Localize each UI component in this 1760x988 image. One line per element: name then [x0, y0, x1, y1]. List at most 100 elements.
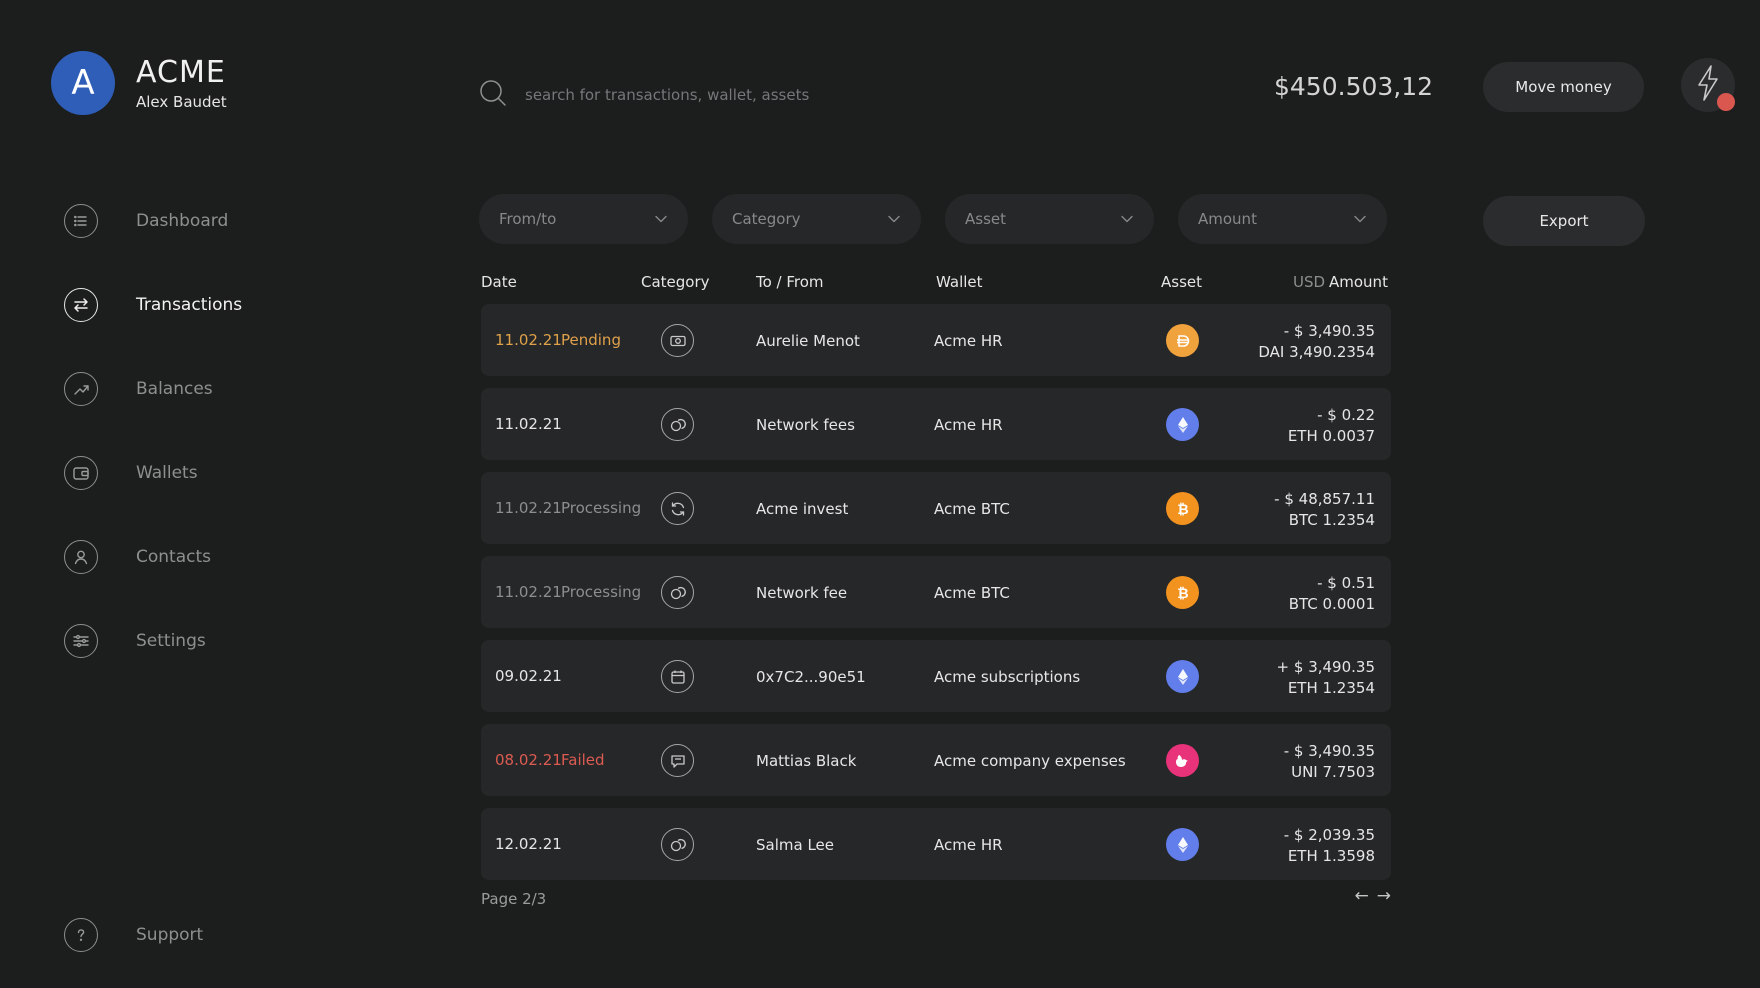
amount-usd: - $ 48,857.11 [1274, 490, 1375, 508]
filter-label: Amount [1198, 210, 1257, 228]
move-money-button[interactable]: Move money [1483, 62, 1644, 112]
filter-amount[interactable]: Amount [1178, 194, 1387, 244]
table-row[interactable]: 09.02.21 0x7C2...90e51 Acme subscriptions +… [481, 640, 1391, 712]
amount-cell: - $ 48,857.11 BTC 1.2354 [1274, 489, 1375, 531]
wallet-name: Acme company expenses [934, 752, 1126, 770]
wallet-name: Acme HR [934, 332, 1003, 350]
transaction-date: 11.02.21 [495, 415, 562, 433]
search-input[interactable] [525, 86, 1065, 104]
amount-usd: + $ 3,490.35 [1276, 658, 1375, 676]
svg-text:₿: ₿ [1177, 586, 1188, 602]
filter-from-to[interactable]: From/to [479, 194, 688, 244]
transaction-date: 09.02.21 [495, 667, 562, 685]
sidebar-item-contacts[interactable]: Contacts [64, 515, 242, 599]
eth-coin-icon [1166, 660, 1199, 693]
sidebar-item-dashboard[interactable]: Dashboard [64, 179, 242, 263]
sliders-icon [64, 624, 98, 658]
counterparty: Acme invest [756, 500, 849, 518]
dai-coin-icon [1166, 324, 1199, 357]
table-row[interactable]: 12.02.21 Salma Lee Acme HR - $ 2,039.35 ETH … [481, 808, 1391, 880]
counterparty: Network fee [756, 584, 848, 602]
wallet-name: Acme HR [934, 416, 1003, 434]
table-row[interactable]: 11.02.21 Processing Acme invest Acme BTC ₿ - … [481, 472, 1391, 544]
column-header-category[interactable]: Category [641, 273, 710, 291]
sidebar-item-label: Contacts [136, 547, 211, 567]
counterparty: Network fees [756, 416, 855, 434]
table-row[interactable]: 08.02.21 Failed Mattias Black Acme company … [481, 724, 1391, 796]
wallet-name: Acme BTC [934, 584, 1010, 602]
refresh-icon[interactable] [661, 492, 694, 525]
amount-crypto: ETH 0.0037 [1287, 427, 1375, 445]
user-icon [64, 540, 98, 574]
user-name: Alex Baudet [136, 92, 227, 111]
wallet-icon [64, 456, 98, 490]
counterparty: 0x7C2...90e51 [756, 668, 866, 686]
amount-cell: - $ 3,490.35 UNI 7.7503 [1284, 741, 1375, 783]
total-balance: $450.503,12 [1274, 72, 1434, 101]
status-label: Processing [561, 499, 642, 517]
brand: A ACME Alex Baudet [51, 51, 227, 115]
calendar-icon[interactable] [661, 660, 694, 693]
wallet-name: Acme subscriptions [934, 668, 1081, 686]
filter-label: From/to [499, 210, 557, 228]
filter-asset[interactable]: Asset [945, 194, 1154, 244]
filter-bar: From/to Category Asset Amount [479, 194, 1387, 244]
transaction-date: 12.02.21 [495, 835, 562, 853]
org-avatar[interactable]: A [51, 51, 115, 115]
sidebar-item-settings[interactable]: Settings [64, 599, 242, 683]
wallet-name: Acme BTC [934, 500, 1010, 518]
column-header-date[interactable]: Date [481, 273, 517, 291]
counterparty: Salma Lee [756, 836, 835, 854]
coins-icon[interactable] [661, 408, 694, 441]
wallet-name: Acme HR [934, 836, 1003, 854]
help-icon [64, 918, 98, 952]
filter-category[interactable]: Category [712, 194, 921, 244]
coins-icon[interactable] [661, 576, 694, 609]
filter-label: Category [732, 210, 801, 228]
amount-crypto: DAI 3,490.2354 [1258, 343, 1375, 361]
transaction-date: 11.02.21 [495, 499, 562, 517]
amount-cell: + $ 3,490.35 ETH 1.2354 [1277, 657, 1375, 699]
column-header-to-from[interactable]: To / From [756, 273, 824, 291]
amount-crypto: UNI 7.7503 [1291, 763, 1375, 781]
prev-page-arrow-icon[interactable]: ← [1354, 886, 1369, 906]
column-header-amount[interactable]: Amount [1329, 273, 1388, 291]
notification-badge [1717, 93, 1735, 111]
sidebar-item-balances[interactable]: Balances [64, 347, 242, 431]
column-header-wallet[interactable]: Wallet [936, 273, 983, 291]
chat-icon[interactable] [661, 744, 694, 777]
transaction-date: 11.02.21 [495, 583, 562, 601]
column-header-currency[interactable]: USD [1293, 273, 1326, 291]
table-header: Date Category To / From Wallet Asset USD… [481, 273, 1391, 293]
table-row[interactable]: 11.02.21 Pending Aurelie Menot Acme HR - $ 3… [481, 304, 1391, 376]
btc-coin-icon: ₿ [1166, 576, 1199, 609]
export-button[interactable]: Export [1483, 196, 1645, 246]
sidebar-item-transactions[interactable]: Transactions [64, 263, 242, 347]
column-header-asset[interactable]: Asset [1161, 273, 1203, 291]
coins-icon[interactable] [661, 828, 694, 861]
transaction-date: 08.02.21 [495, 751, 562, 769]
amount-crypto: BTC 1.2354 [1288, 511, 1375, 529]
table-row[interactable]: 11.02.21 Processing Network fee Acme BTC ₿ - … [481, 556, 1391, 628]
pagination: Page 2/3 ← → [481, 886, 1391, 908]
eth-coin-icon [1166, 408, 1199, 441]
status-label: Failed [561, 751, 605, 769]
cash-icon[interactable] [661, 324, 694, 357]
bolt-icon [1694, 64, 1722, 106]
amount-cell: - $ 3,490.35 DAI 3,490.2354 [1258, 321, 1375, 363]
support-label: Support [136, 925, 204, 945]
support-link[interactable]: Support [64, 918, 203, 952]
table-row[interactable]: 11.02.21 Network fees Acme HR - $ 0.22 ETH 0… [481, 388, 1391, 460]
trend-up-icon [64, 372, 98, 406]
amount-cell: - $ 2,039.35 ETH 1.3598 [1284, 825, 1375, 867]
sidebar-item-label: Balances [136, 379, 213, 399]
sidebar-item-wallets[interactable]: Wallets [64, 431, 242, 515]
amount-cell: - $ 0.51 BTC 0.0001 [1289, 573, 1375, 615]
next-page-arrow-icon[interactable]: → [1376, 886, 1391, 906]
sidebar-item-label: Wallets [136, 463, 198, 483]
amount-usd: - $ 0.22 [1317, 406, 1375, 424]
org-name: ACME [136, 54, 226, 90]
amount-usd: - $ 3,490.35 [1283, 322, 1375, 340]
sidebar-item-label: Dashboard [136, 211, 229, 231]
list-icon [64, 204, 98, 238]
